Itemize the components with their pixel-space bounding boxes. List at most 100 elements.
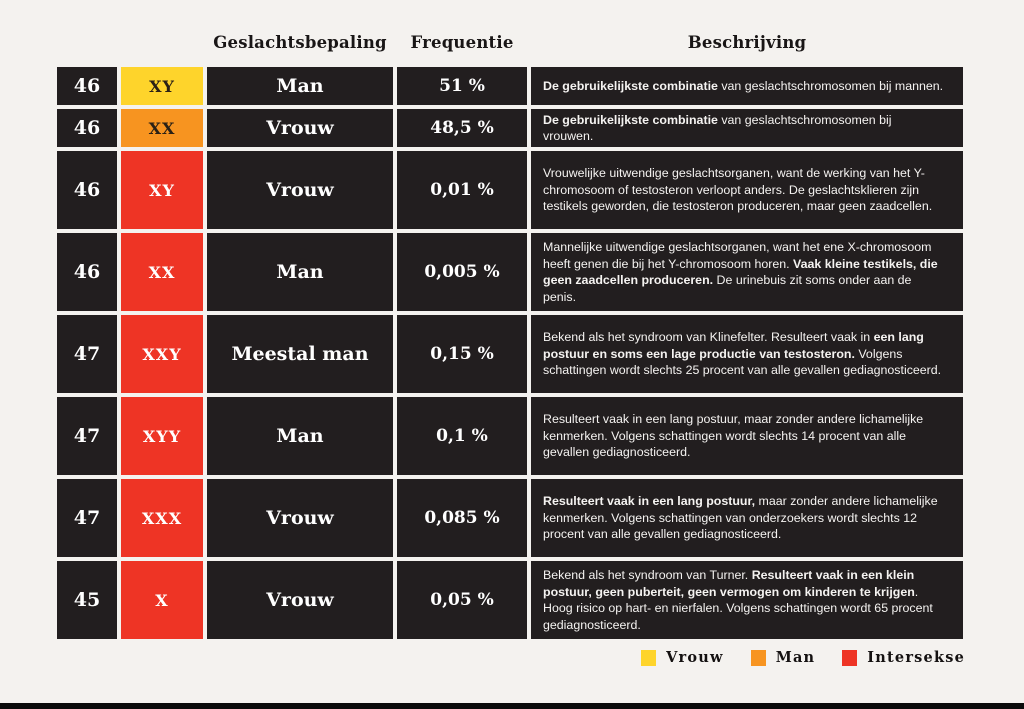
sex-determination-cell: Man — [207, 397, 393, 475]
description-cell: Vrouwelijke uitwendige geslachtsorganen,… — [531, 151, 963, 229]
frequency-value: 51 % — [439, 76, 485, 96]
sex-determination-cell: Vrouw — [207, 561, 393, 639]
description-cell: Mannelijke uitwendige geslachtsorganen, … — [531, 233, 963, 311]
legend-item: Intersekse — [842, 649, 965, 666]
sex-determination-label: Vrouw — [266, 589, 334, 611]
karyotype-label: XX — [148, 262, 176, 282]
karyotype-table: 46 XY Man 51 % De gebruikelijkste combin… — [57, 67, 963, 639]
description-cell: Resulteert vaak in een lang postuur, maa… — [531, 397, 963, 475]
sex-determination-cell: Vrouw — [207, 109, 393, 147]
table-row: 46 XY Man 51 % De gebruikelijkste combin… — [57, 67, 963, 105]
sex-determination-cell: Man — [207, 67, 393, 105]
karyotype-cell: XY — [121, 151, 203, 229]
table-row: 46 XX Man 0,005 % Mannelijke uitwendige … — [57, 233, 963, 311]
sex-determination-label: Meestal man — [231, 343, 369, 365]
chromosome-count-cell: 46 — [57, 233, 117, 311]
karyotype-label: X — [155, 590, 169, 610]
legend-item: Man — [750, 649, 816, 666]
description-text: De gebruikelijkste combinatie van geslac… — [543, 78, 944, 93]
karyotype-label: XXY — [142, 344, 182, 364]
table-row: 47 XXY Meestal man 0,15 % Bekend als het… — [57, 315, 963, 393]
legend-label: Intersekse — [867, 649, 965, 666]
table-row: 46 XX Vrouw 48,5 % De gebruikelijkste co… — [57, 109, 963, 147]
karyotype-label: XYY — [142, 426, 182, 446]
karyotype-label: XY — [149, 180, 175, 200]
legend-color-swatch-icon — [641, 649, 657, 666]
sex-determination-label: Man — [276, 261, 324, 283]
description-text: Resulteert vaak in een lang postuur, maa… — [543, 494, 938, 542]
frequency-cell: 0,005 % — [397, 233, 527, 311]
legend-color-swatch-icon — [842, 649, 858, 666]
description-text: Vrouwelijke uitwendige geslachtsorganen,… — [543, 166, 933, 214]
sex-determination-label: Man — [276, 75, 324, 97]
table-row: 47 XXX Vrouw 0,085 % Resulteert vaak in … — [57, 479, 963, 557]
legend-color-swatch-icon — [750, 649, 766, 666]
description-cell: Resulteert vaak in een lang postuur, maa… — [531, 479, 963, 557]
frequency-value: 0,05 % — [430, 590, 494, 610]
description-text: Resulteert vaak in een lang postuur, maa… — [543, 412, 924, 460]
description-cell: Bekend als het syndroom van Turner. Resu… — [531, 561, 963, 639]
karyotype-label: XXX — [141, 508, 183, 528]
frequency-cell: 0,15 % — [397, 315, 527, 393]
chromosome-count-cell: 47 — [57, 397, 117, 475]
description-text: Mannelijke uitwendige geslachtsorganen, … — [543, 240, 938, 304]
column-header-geslachtsbepaling: Geslachtsbepaling — [213, 33, 387, 52]
sex-determination-cell: Vrouw — [207, 479, 393, 557]
table-row: 47 XYY Man 0,1 % Resulteert vaak in een … — [57, 397, 963, 475]
frequency-cell: 48,5 % — [397, 109, 527, 147]
legend-label: Man — [775, 649, 816, 666]
chromosome-count: 47 — [73, 507, 101, 529]
chromosome-count: 46 — [73, 179, 101, 201]
frequency-cell: 51 % — [397, 67, 527, 105]
frequency-value: 0,085 % — [424, 508, 500, 528]
chromosome-count-cell: 45 — [57, 561, 117, 639]
chromosome-count-cell: 46 — [57, 109, 117, 147]
chromosome-count: 47 — [73, 425, 101, 447]
sex-determination-label: Vrouw — [266, 507, 334, 529]
frequency-value: 0,15 % — [430, 344, 494, 364]
description-text: Bekend als het syndroom van Klinefelter.… — [543, 330, 942, 378]
karyotype-label: XX — [148, 118, 176, 138]
chromosome-count-cell: 46 — [57, 67, 117, 105]
sex-determination-label: Vrouw — [266, 117, 334, 139]
frequency-cell: 0,085 % — [397, 479, 527, 557]
sex-determination-cell: Meestal man — [207, 315, 393, 393]
frequency-value: 0,1 % — [436, 426, 488, 446]
frequency-cell: 0,1 % — [397, 397, 527, 475]
chromosome-count-cell: 47 — [57, 479, 117, 557]
table-row: 46 XY Vrouw 0,01 % Vrouwelijke uitwendig… — [57, 151, 963, 229]
frequency-value: 0,005 % — [424, 262, 500, 282]
table-row: 45 X Vrouw 0,05 % Bekend als het syndroo… — [57, 561, 963, 639]
karyotype-cell: XX — [121, 233, 203, 311]
header-spacer-count — [57, 33, 117, 52]
karyotype-cell: XXX — [121, 479, 203, 557]
table-header-row: Geslachtsbepaling Frequentie Beschrijvin… — [57, 33, 963, 52]
chromosome-count: 46 — [73, 75, 101, 97]
description-text: De gebruikelijkste combinatie van geslac… — [543, 112, 892, 144]
chromosome-count: 45 — [73, 589, 101, 611]
karyotype-cell: XXY — [121, 315, 203, 393]
chromosome-count-cell: 47 — [57, 315, 117, 393]
karyotype-cell: XX — [121, 109, 203, 147]
sex-determination-label: Vrouw — [266, 179, 334, 201]
sex-determination-cell: Vrouw — [207, 151, 393, 229]
chromosome-count-cell: 46 — [57, 151, 117, 229]
sex-determination-label: Man — [276, 425, 324, 447]
frequency-cell: 0,01 % — [397, 151, 527, 229]
description-cell: De gebruikelijkste combinatie van geslac… — [531, 109, 963, 147]
column-header-beschrijving: Beschrijving — [687, 33, 807, 52]
frequency-value: 48,5 % — [430, 118, 494, 138]
chromosome-count: 46 — [73, 261, 101, 283]
description-cell: De gebruikelijkste combinatie van geslac… — [531, 67, 963, 105]
description-text: Bekend als het syndroom van Turner. Resu… — [543, 568, 933, 632]
legend-item: Vrouw — [641, 649, 724, 666]
karyotype-label: XY — [149, 76, 175, 96]
header-spacer-karyotype — [121, 33, 203, 52]
karyotype-cell: XYY — [121, 397, 203, 475]
sex-determination-cell: Man — [207, 233, 393, 311]
chromosome-count: 46 — [73, 117, 101, 139]
chromosome-count: 47 — [73, 343, 101, 365]
legend-label: Vrouw — [666, 649, 724, 666]
description-cell: Bekend als het syndroom van Klinefelter.… — [531, 315, 963, 393]
